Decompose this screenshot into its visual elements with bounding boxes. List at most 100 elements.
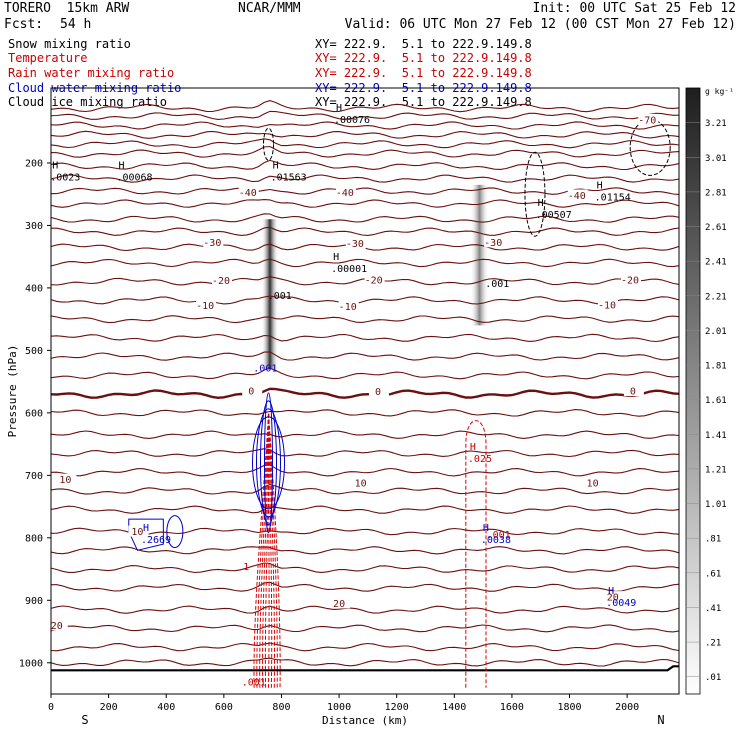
x-tick-label: 1800	[557, 702, 581, 713]
colorbar-tick-label: 3.21	[705, 119, 727, 129]
isotherm-line	[51, 367, 679, 380]
surface-line	[51, 665, 679, 672]
x-axis-title: Distance (km)	[322, 714, 408, 727]
isotherm-line	[51, 505, 679, 514]
isotherm-label: -10	[196, 301, 214, 312]
isotherm-label-bg	[597, 298, 618, 310]
model-title: TORERO 15km ARW	[4, 1, 130, 16]
isotherm-label-bg	[242, 385, 263, 396]
isotherm-label-bg	[128, 525, 149, 537]
legend-xy-temperature: XY= 222.9. 5.1 to 222.9.149.8	[315, 51, 532, 65]
x-tick-label: 200	[100, 702, 118, 713]
max-marker-h: H	[538, 198, 544, 209]
rain-contour-1480km	[465, 420, 487, 688]
max-value-label: .0023	[50, 173, 80, 184]
max-value-label: .2669	[141, 535, 171, 546]
max-marker-h: H	[608, 586, 614, 597]
max-value-label: .00507	[536, 210, 572, 221]
isotherm-line	[51, 174, 679, 183]
isotherm-line	[51, 527, 679, 536]
isotherm-label: 0	[375, 387, 381, 398]
max-value-label: .01154	[595, 193, 631, 204]
colorbar-tick-label: .41	[705, 604, 721, 614]
isotherm-label: -20	[212, 276, 230, 287]
isotherm-line	[51, 295, 679, 305]
colorbar-tick-label: 1.41	[705, 431, 727, 441]
cloud-water-contour	[263, 392, 273, 534]
isotherm-line	[51, 199, 679, 208]
legend-item-rain: Rain water mixing ratio	[8, 66, 175, 80]
isotherm-label: 20	[51, 621, 63, 632]
isotherm-line	[51, 130, 679, 139]
isotherm-label-bg	[335, 186, 356, 198]
max-marker-h: H	[333, 252, 339, 263]
colorbar-tick-label: .21	[705, 639, 721, 649]
max-value-label: .0038	[481, 535, 511, 546]
isotherm-label: 0	[248, 387, 254, 398]
y-tick-label: 400	[25, 283, 43, 294]
isotherm-label-bg	[47, 619, 68, 631]
x-tick-label: 600	[215, 702, 233, 713]
x-tick-label: 1400	[442, 702, 466, 713]
y-tick-label: 900	[25, 596, 43, 607]
cloud-ice-contour-1680km	[524, 151, 546, 237]
rain-contour	[264, 412, 270, 688]
y-tick-label: 300	[25, 221, 43, 232]
colorbar-tick-label: .81	[705, 535, 721, 545]
cloud-ice-contour-750km	[262, 127, 274, 161]
isotherm-line	[51, 562, 679, 574]
max-marker-h: H	[336, 103, 342, 114]
cloud-ice-contour-2080km	[629, 118, 671, 176]
isotherm-label: -20	[621, 275, 639, 286]
colorbar-tick-label: 3.01	[705, 154, 727, 164]
isotherm-label: -30	[484, 238, 502, 249]
isotherm-line	[51, 213, 679, 223]
isotherm-label-bg	[351, 476, 372, 488]
end-label-south: S	[81, 713, 88, 727]
isotherm-line	[51, 657, 679, 667]
max-value-label: .001	[253, 363, 277, 374]
max-marker-h: H	[52, 161, 58, 172]
isotherm-label-bg	[56, 473, 77, 485]
colorbar-unit: g kg⁻¹	[705, 87, 734, 96]
isotherm-label-bg	[330, 597, 351, 609]
colorbar-tick-label: .01	[705, 673, 721, 683]
y-tick-label: 500	[25, 346, 43, 357]
isotherm-label: 0	[630, 387, 636, 398]
colorbar-tick-label: .61	[705, 569, 721, 579]
colorbar-tick-label: 2.61	[705, 223, 727, 233]
isotherm-label: 10	[131, 527, 143, 538]
x-tick-label: 1600	[500, 702, 524, 713]
isotherm-label: -20	[365, 275, 383, 286]
isotherm-label-bg	[345, 237, 366, 249]
rain-contour	[259, 412, 276, 688]
max-marker-h: H	[143, 523, 149, 534]
max-value-label: .01563	[271, 173, 307, 184]
isotherm-label-bg	[238, 186, 259, 198]
x-tick-label: 800	[272, 702, 290, 713]
isotherm-label-bg	[621, 273, 642, 285]
rain-contour	[253, 412, 281, 688]
isotherm-line	[51, 605, 679, 614]
cloud-water-contour-430km	[166, 515, 184, 549]
init-time: Init: 00 UTC Sat 25 Feb 12	[532, 1, 737, 16]
x-tick-label: 400	[157, 702, 175, 713]
isotherm-label-bg	[211, 274, 232, 286]
isotherm-label: -70	[638, 115, 656, 126]
isotherm-label: -40	[239, 188, 257, 199]
isotherm-label: 20	[607, 593, 619, 604]
legend-xy-snow: XY= 222.9. 5.1 to 222.9.149.8	[315, 37, 532, 51]
max-marker-h: H	[483, 523, 489, 534]
isotherm-line	[51, 624, 679, 633]
isotherm-label-bg	[203, 236, 224, 248]
isotherm-label-bg	[484, 236, 505, 248]
legend-item-snow: Snow mixing ratio	[8, 37, 131, 51]
isotherm-line	[51, 581, 679, 592]
org-label: NCAR/MMM	[238, 1, 301, 16]
colorbar-tick-label: 1.01	[705, 500, 727, 510]
isotherm-line	[51, 145, 679, 158]
isotherm-label-bg	[623, 385, 644, 396]
isotherm-line	[51, 159, 679, 171]
x-tick-label: 2000	[615, 702, 639, 713]
